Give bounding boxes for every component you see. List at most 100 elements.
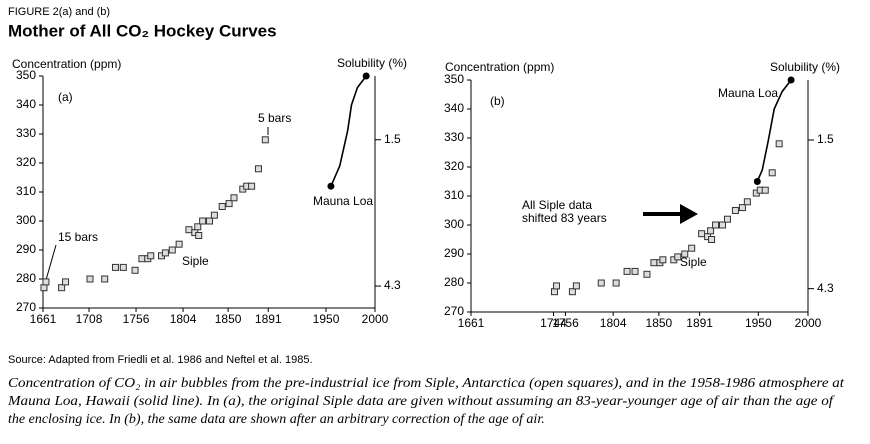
data-line [756,79,792,182]
x-tick-label: 2000 [795,316,822,330]
y-tick-label: 350 [16,68,36,82]
data-point [261,136,269,144]
y-tick-label: 270 [16,300,36,314]
data-point [161,249,169,257]
x-tick-label: 1756 [552,316,579,330]
y2-tick-label: 4.3 [817,281,834,295]
data-point [708,236,716,243]
figure-title: Mother of All CO₂ Hockey Curves [8,21,277,40]
data-point [568,288,576,296]
data-point [719,221,727,229]
data-point [688,244,696,252]
x-tick-label: 1950 [313,312,340,326]
y-axis-title: Concentration (ppm) [12,57,121,71]
y-tick-label: 320 [444,159,464,173]
y-tick-label: 290 [444,246,464,260]
y2-axis-title: Solubility (%) [337,56,407,70]
data-point [768,169,776,177]
data-point [643,270,651,278]
x-tick-label: 1850 [646,316,673,330]
caption-line: Mauna Loa, Hawaii (solid line). In (a), … [7,394,835,409]
line-endpoint [327,182,335,190]
x-tick-label: 1804 [170,312,197,326]
data-point [650,259,658,267]
x-tick-label: 1804 [600,316,627,330]
annotation: 5 bars [258,111,291,125]
data-point [210,211,218,219]
y-tick-label: 270 [444,304,464,318]
x-tick-label: 1744 [540,316,567,330]
y-tick-label: 340 [444,101,464,115]
data-point [707,227,715,235]
data-point [199,217,207,225]
data-point [175,240,183,248]
data-point [254,165,262,173]
data-line [330,75,367,187]
series-label: Mauna Loa [718,86,778,100]
data-point [731,207,739,214]
data-point [631,267,639,275]
x-tick-label: 1661 [30,312,57,326]
data-point [168,246,176,254]
y-tick-label: 300 [16,213,36,227]
y-tick-label: 280 [16,271,36,285]
line-endpoint [787,76,795,84]
annotation: All Siple data [522,198,592,212]
y-tick-label: 340 [16,97,36,111]
x-tick-label: 1661 [458,316,485,330]
data-point [147,252,155,260]
data-point [623,267,631,275]
series-label: Mauna Loa [313,194,373,208]
data-point [674,253,682,261]
panel-label: (a) [58,90,73,104]
data-point [659,256,667,264]
data-point [551,288,559,296]
data-point [86,275,94,283]
y-tick-label: 290 [16,242,36,256]
axes [42,76,376,309]
line-endpoint [362,72,370,80]
annotation: 15 bars [58,230,98,244]
data-point [119,263,127,271]
data-point [218,203,226,210]
y2-tick-label: 1.5 [384,132,401,146]
source: Source: Adapted from Friedli et al. 1986… [8,354,313,366]
data-point [195,232,203,239]
data-point [205,217,213,225]
panel-label: (b) [490,94,505,108]
figure-label: FIGURE 2(a) and (b) [8,6,110,18]
y2-axis-title: Solubility (%) [770,60,840,74]
data-point [775,140,783,148]
data-point [723,215,731,223]
data-point [185,226,193,234]
y-tick-label: 300 [444,217,464,231]
data-point [225,200,233,208]
y-tick-label: 330 [444,130,464,144]
data-point [597,279,605,287]
y2-tick-label: 4.3 [384,278,401,292]
x-tick-label: 1708 [76,312,103,326]
caption-line: Concentration of CO₂ in air bubbles from… [8,376,845,391]
y-tick-label: 330 [16,126,36,140]
series-label: Siple [680,255,707,269]
data-point [101,275,109,283]
arrow [643,204,698,224]
data-point [612,279,620,287]
y-tick-label: 350 [444,72,464,86]
x-tick-label: 1950 [745,316,772,330]
y-axis-title: Concentration (ppm) [445,60,554,74]
data-point [248,182,256,190]
data-point [681,250,689,258]
caption-line: the enclosing ice. In (b), the same data… [8,412,545,427]
annotation: shifted 83 years [522,211,607,225]
data-point [42,278,50,286]
data-point [62,278,70,286]
y-tick-label: 320 [16,155,36,169]
data-point [138,255,146,263]
data-point [40,284,48,292]
y-tick-label: 280 [444,275,464,289]
data-point [738,204,746,212]
x-tick-label: 2000 [362,312,389,326]
line-endpoint [753,178,761,185]
